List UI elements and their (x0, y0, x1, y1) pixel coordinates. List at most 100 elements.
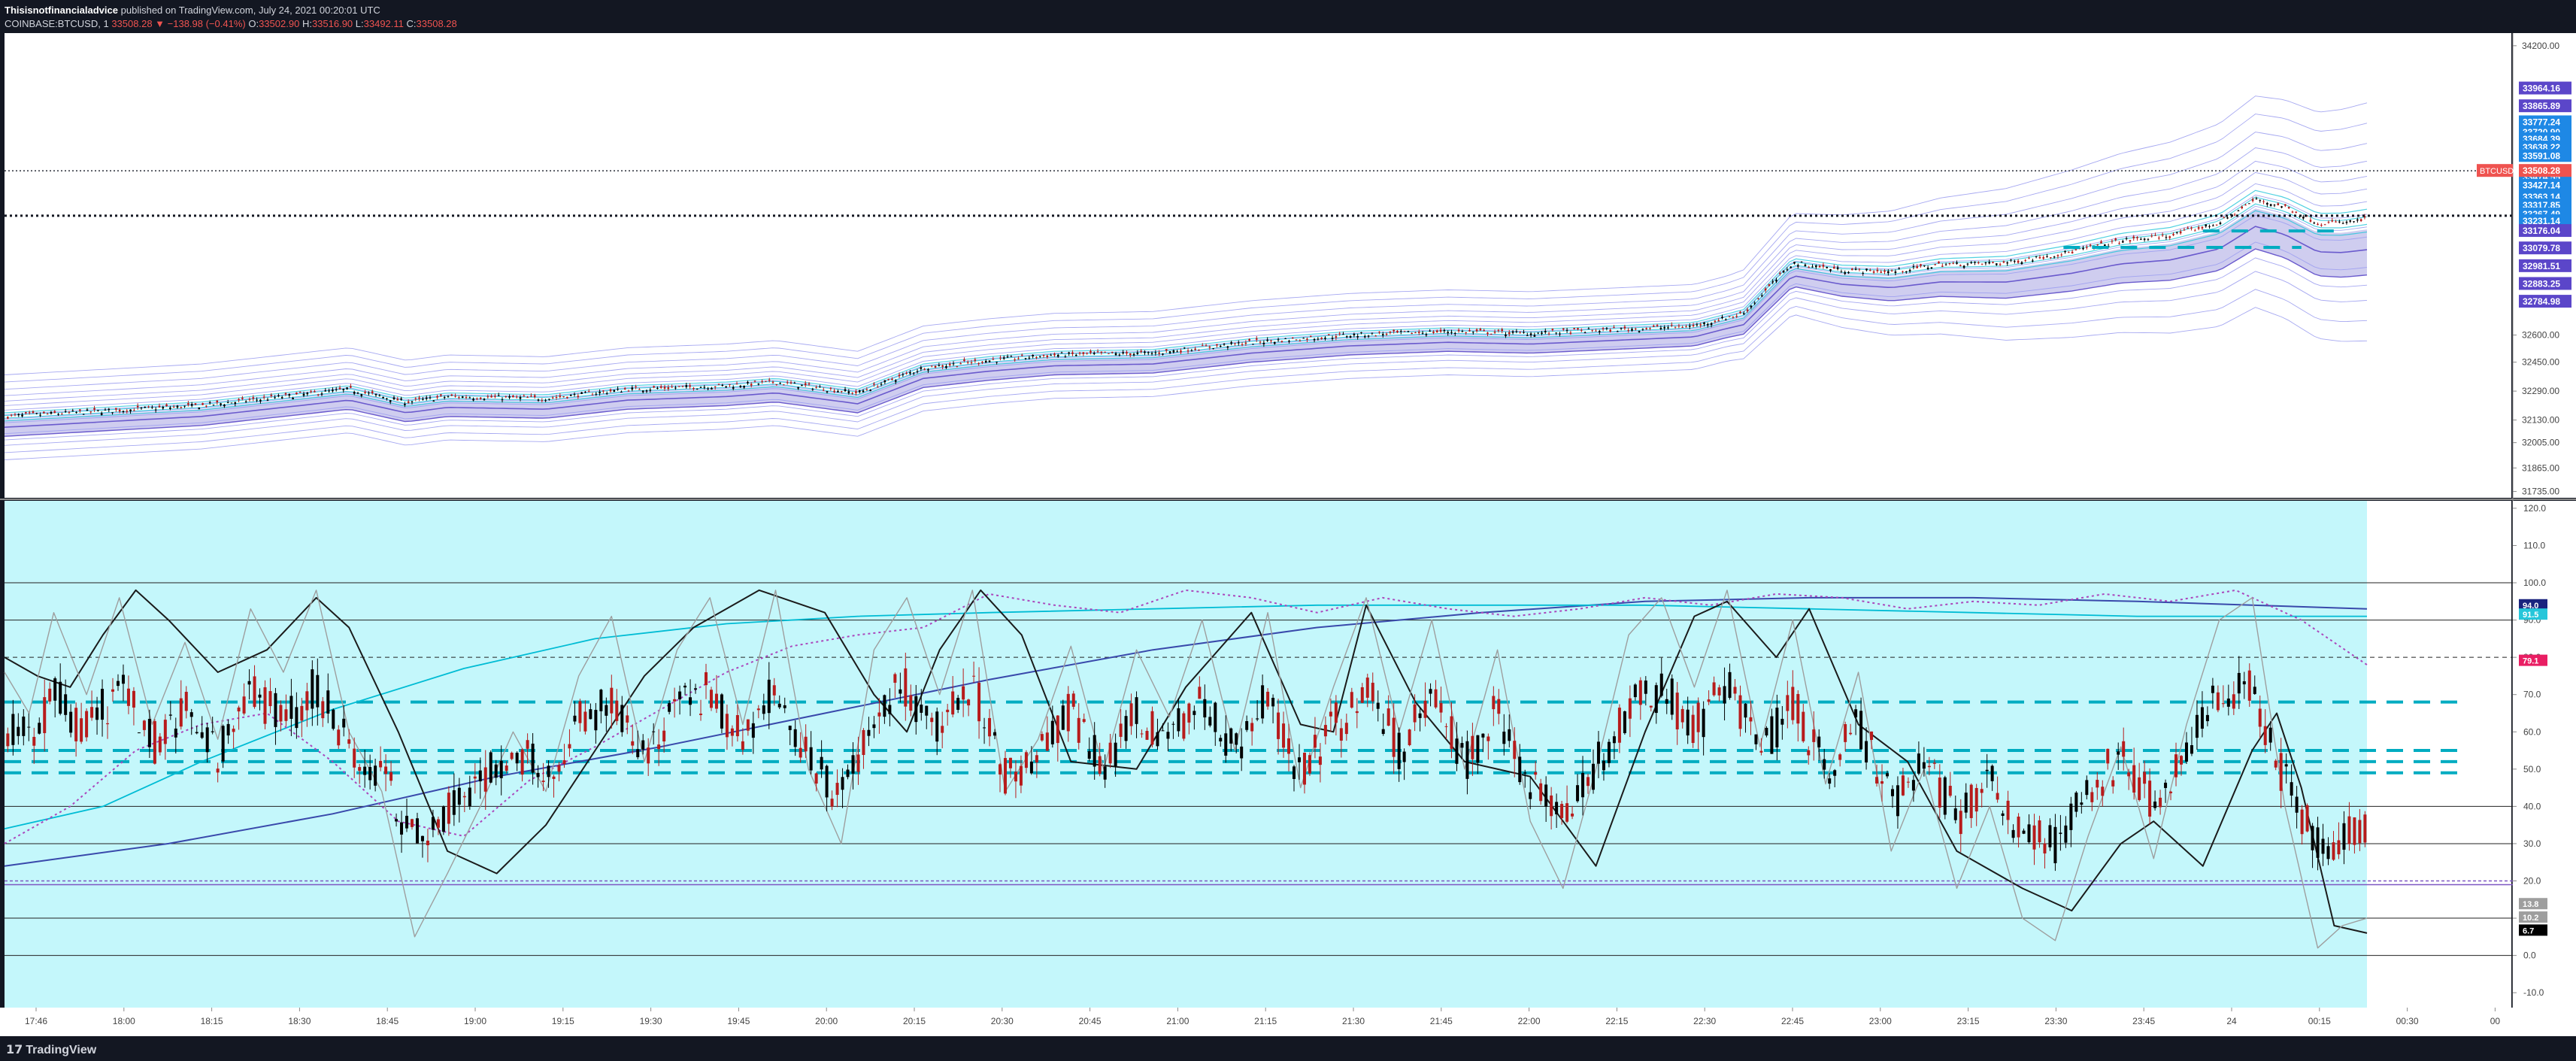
price-candle-body (1555, 332, 1557, 334)
osc-candle-body (846, 769, 850, 778)
osc-candle-body (1439, 702, 1443, 713)
osc-candle-body (2085, 780, 2089, 796)
osc-candle-body (583, 711, 587, 732)
price-candle-body (963, 359, 965, 361)
price-candle-body (1544, 331, 1547, 332)
price-candle-body (1411, 332, 1413, 335)
osc-candle-body (395, 819, 399, 822)
osc-series-magenta-dotted (4, 589, 2368, 844)
price-candle-body (653, 386, 655, 388)
time-tick-label: 00:30 (2396, 1016, 2419, 1026)
osc-candle-body (1775, 708, 1779, 747)
price-candle-body (2071, 251, 2074, 253)
osc-candle-body (2011, 829, 2015, 838)
osc-candle-body (2048, 825, 2052, 847)
price-tick-label: 32005.00 (2522, 438, 2559, 448)
osc-value-box (2519, 608, 2547, 620)
oscillator-axis[interactable]: 120.0110.0100.090.080.070.060.050.040.03… (2513, 501, 2576, 1008)
time-tick-label: 18:30 (288, 1016, 311, 1026)
osc-candle-body (363, 766, 367, 775)
price-candle-body (1941, 265, 1944, 267)
price-candle-body (1562, 328, 1565, 330)
osc-candle-body (368, 767, 372, 781)
price-label: 33865.89 (2523, 101, 2560, 111)
price-candle-body (515, 396, 518, 398)
price-candle-body (1999, 264, 2002, 265)
time-tick-label: 23:15 (1957, 1016, 1980, 1026)
symbol-label[interactable]: COINBASE:BTCUSD, 1 (5, 18, 109, 29)
price-candle-body (104, 409, 107, 411)
price-candle-body (743, 386, 745, 388)
price-candle-body (732, 387, 735, 389)
price-candle-body (711, 387, 713, 390)
price-candle-body (656, 387, 659, 389)
price-candle-body (1818, 265, 1821, 268)
tradingview-logo-icon: 𝟭𝟳 (6, 1042, 23, 1056)
osc-candle-body (279, 705, 283, 722)
price-candle-body (771, 381, 774, 383)
price-candle-body (1399, 331, 1402, 332)
price-candle-body (1790, 266, 1793, 268)
price-candle-body (356, 393, 359, 394)
band-line (4, 214, 2368, 423)
osc-candle-body (2326, 846, 2330, 859)
price-candle-body (1028, 357, 1031, 359)
osc-candle-body (1623, 711, 1626, 733)
osc-candle-body (2106, 748, 2110, 764)
price-candle-body (1425, 334, 1428, 335)
price-candle-body (2017, 260, 2020, 263)
price-candle-body (2014, 261, 2016, 262)
price-candle-body (974, 359, 977, 361)
price-candle-body (1212, 348, 1214, 350)
price-candle-body (696, 388, 699, 390)
time-axis[interactable]: 17:46 18:00 18:15 18:30 18:45 19:00 19:15 19:30… (0, 1008, 2576, 1036)
osc-tick-label: 70.0 (2523, 690, 2541, 700)
high-label: H: (302, 18, 312, 29)
osc-candle-body (457, 787, 461, 805)
author-name[interactable]: Thisisnotfinancialadvice (5, 5, 118, 16)
osc-candle-body (930, 717, 934, 723)
osc-candle-body (547, 765, 550, 778)
time-tick-label: 20:00 (815, 1016, 838, 1026)
osc-candle-body (2132, 765, 2136, 793)
osc-candle-body (237, 707, 241, 712)
price-candle-body (862, 390, 865, 393)
price-candle-body (959, 363, 962, 365)
osc-candle-body (1103, 766, 1107, 780)
osc-candle-body (883, 695, 886, 717)
price-candle-body (1742, 313, 1745, 315)
price-candle-body (2197, 227, 2200, 229)
osc-candle-body (1465, 741, 1469, 779)
oscillator-panel[interactable] (5, 501, 2511, 1008)
osc-candle-body (2022, 830, 2026, 834)
price-candle-body (1014, 359, 1016, 361)
price-candle-body (1186, 350, 1190, 352)
osc-candle-body (1969, 784, 1973, 818)
price-candle-body (1565, 329, 1568, 331)
price-candle-body (144, 407, 147, 408)
published-text: published on TradingView.com, July 24, 2… (120, 5, 380, 16)
price-axis[interactable]: 34200.00 32600.00 32450.00 32290.00 32130.00… (0, 33, 2576, 1008)
osc-candle-body (594, 710, 598, 731)
osc-candle-body (1019, 765, 1023, 786)
time-tick-label: 21:30 (1342, 1016, 1365, 1026)
osc-candle-body (1565, 803, 1569, 822)
time-tick-label: 18:00 (113, 1016, 135, 1026)
osc-candle-body (1833, 770, 1837, 776)
chart-canvas[interactable]: 34200.00 32600.00 32450.00 32290.00 32130.00… (0, 0, 2576, 1036)
price-candle-body (725, 386, 727, 388)
price-candle-body (2335, 221, 2337, 223)
osc-candle-body (746, 719, 750, 731)
price-candle-body (1280, 341, 1283, 343)
price-candle-body (833, 390, 835, 393)
osc-candle-body (1487, 736, 1490, 741)
price-candle-body (226, 402, 229, 404)
price-candle-body (620, 392, 623, 393)
osc-candle-body (1885, 773, 1889, 777)
price-candle-body (1403, 331, 1406, 332)
price-candle-body (2277, 203, 2280, 205)
tradingview-logo[interactable]: 𝟭𝟳 TradingView (6, 1042, 96, 1057)
osc-candle-body (1917, 753, 1920, 774)
price-candle-body (1132, 353, 1135, 356)
price-candle-body (1595, 330, 1597, 332)
